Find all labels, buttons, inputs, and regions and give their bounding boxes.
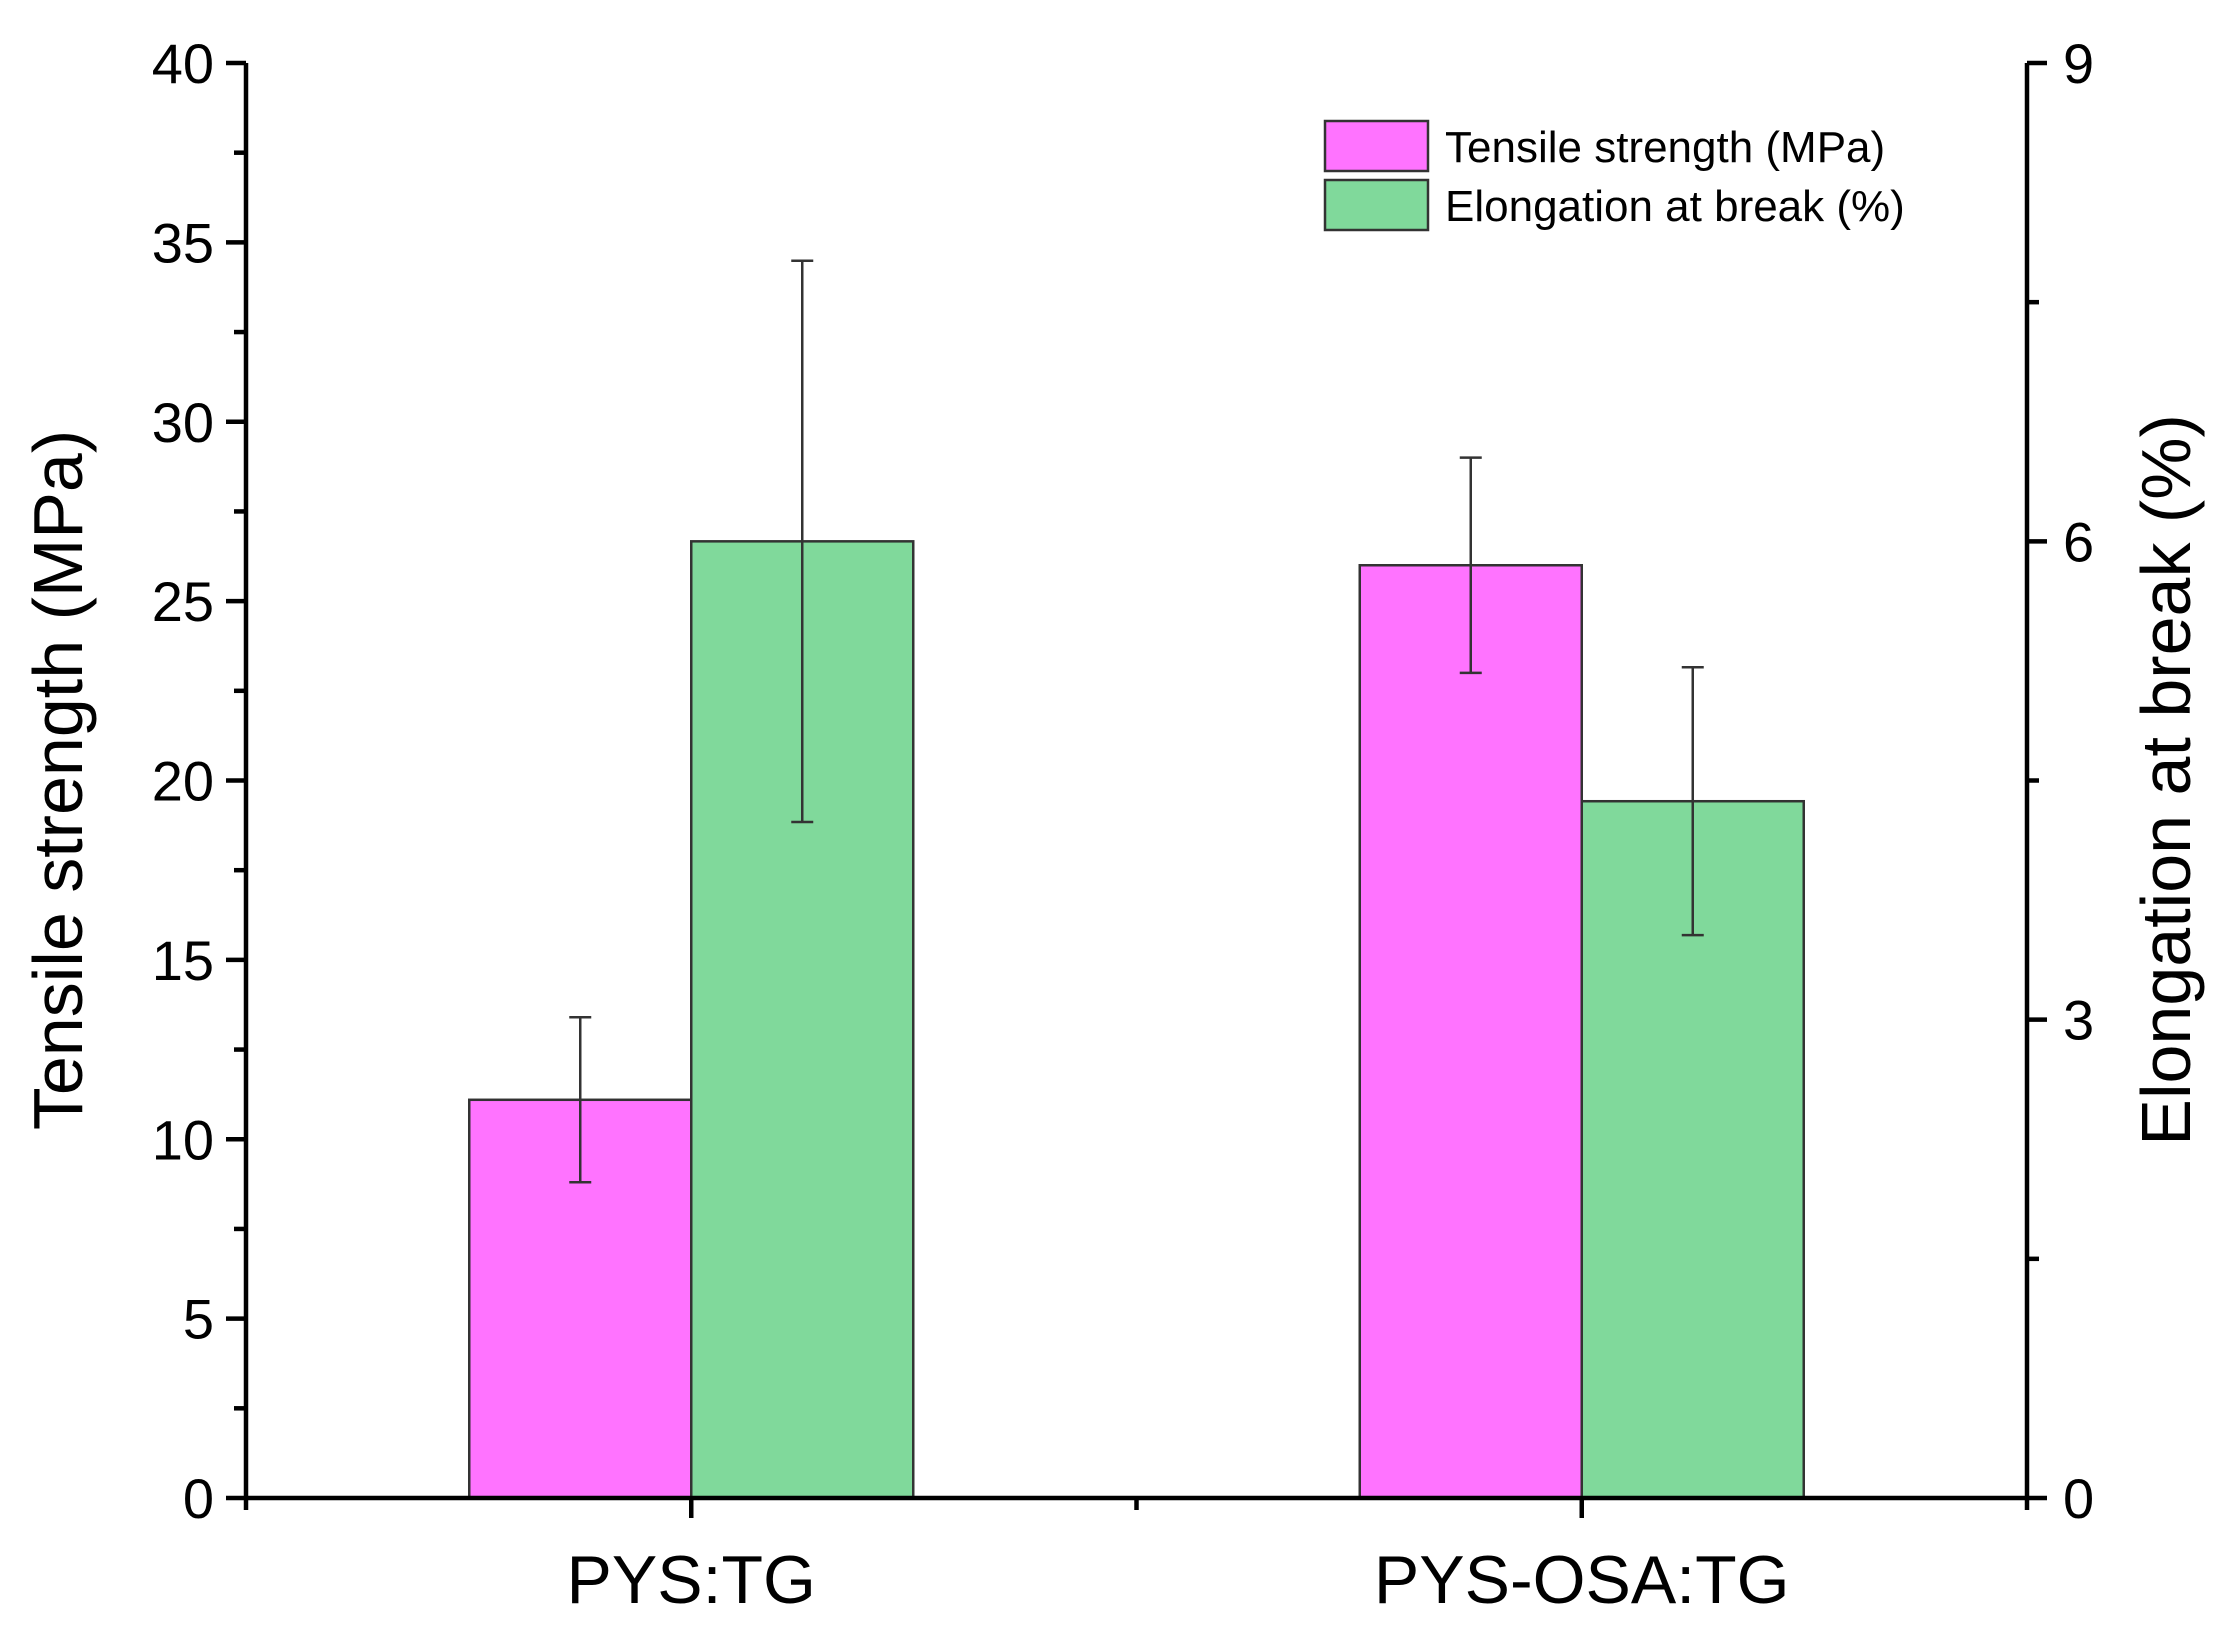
y-tick-label: 20 (152, 750, 214, 813)
error-bar-elongation-0 (791, 259, 814, 824)
y-tick-label: 25 (152, 570, 214, 633)
legend-swatch-elongation (1323, 178, 1430, 232)
bar-tensile-1 (1358, 564, 1583, 1500)
legend-label-elongation: Elongation at break (%) (1445, 182, 1905, 231)
legend-label-tensile: Tensile strength (MPa) (1445, 123, 1885, 172)
y-tick-label: 0 (183, 1467, 214, 1530)
error-bars-layer (569, 259, 1704, 1184)
x-tick-label: PYS-OSA:TG (1374, 1542, 1790, 1618)
y2-tick-label: 3 (2063, 989, 2094, 1052)
x-tick-label: PYS:TG (567, 1542, 816, 1618)
y-tick-label: 5 (183, 1288, 214, 1351)
y-axis-title: Tensile strength (MPa) (19, 430, 97, 1130)
y2-axis-title: Elongation at break (%) (2127, 414, 2205, 1146)
y-tick-label: 35 (152, 211, 214, 274)
legend: Tensile strength (MPa) Elongation at bre… (1323, 119, 1905, 232)
y2-tick-label: 6 (2063, 510, 2094, 573)
y-tick-label: 30 (152, 391, 214, 454)
ticks-layer: PYS:TG PYS-OSA:TG 0 5 10 15 20 25 30 35 40 0 3 6 9 (152, 32, 2094, 1618)
y-tick-label: 40 (152, 32, 214, 95)
legend-swatch-tensile (1323, 119, 1430, 173)
y-tick-label: 15 (152, 929, 214, 992)
y2-tick-label: 9 (2063, 32, 2094, 95)
y-tick-label: 10 (152, 1108, 214, 1171)
error-bar-elongation-1 (1681, 666, 1704, 937)
error-bar-tensile-1 (1459, 456, 1482, 675)
y2-tick-label: 0 (2063, 1467, 2094, 1530)
error-bar-tensile-0 (569, 1016, 592, 1184)
